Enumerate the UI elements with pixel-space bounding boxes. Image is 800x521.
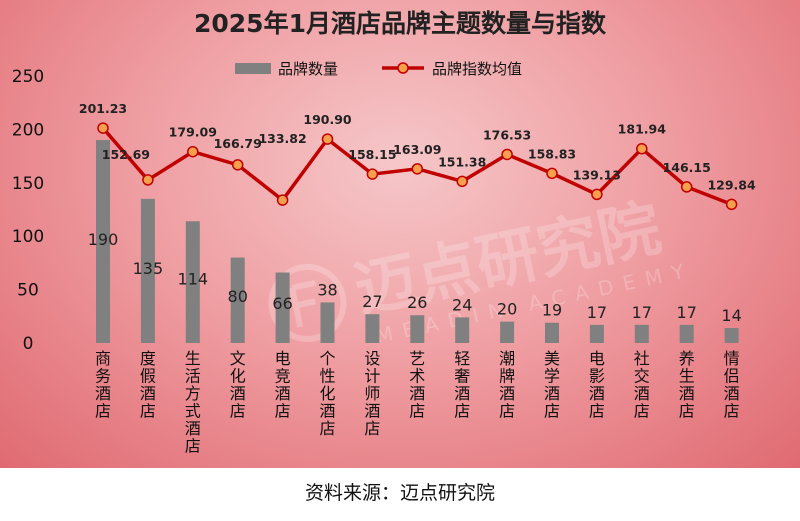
x-category-label: 设计师酒店 — [364, 349, 380, 438]
x-axis: 商务酒店 度假酒店 生活方式酒店 文化酒店 电竞酒店 个性化酒店 设计师酒店 艺术酒店 轻奢酒店… — [95, 349, 740, 456]
line-point — [411, 163, 424, 175]
chart-panel: 迈点研究院 MEADIN ACADEMY 2025年1月酒店品牌主题数量与指数 … — [0, 0, 800, 468]
bar-value-label: 14 — [721, 306, 741, 325]
line-point — [456, 175, 468, 188]
y-tick-label: 50 — [17, 281, 39, 301]
line-point — [680, 181, 693, 193]
line-point — [591, 188, 603, 201]
bar — [185, 221, 200, 343]
line-point — [546, 167, 558, 180]
y-axis: 0 50 100 150 200 250 — [12, 67, 44, 354]
line-value-label: 151.38 — [438, 154, 486, 169]
x-category-label: 商务酒店 — [95, 349, 111, 421]
x-category-label: 电竞酒店 — [275, 349, 291, 421]
x-category-label: 文化酒店 — [230, 349, 246, 421]
line-point — [231, 159, 244, 171]
legend: 品牌数量 品牌指数均值 — [235, 60, 522, 78]
line-value-label: 158.83 — [528, 146, 576, 161]
line-value-label: 201.23 — [79, 101, 127, 116]
y-tick-label: 150 — [12, 174, 44, 194]
x-category-label: 养生酒店 — [679, 349, 695, 421]
line-value-label: 133.82 — [258, 131, 306, 146]
line-value-label: 163.09 — [393, 142, 441, 157]
bar-value-label: 66 — [272, 294, 292, 313]
bar — [500, 321, 515, 343]
legend-line-label: 品牌指数均值 — [432, 60, 522, 78]
y-tick-label: 200 — [12, 120, 44, 140]
x-category-label: 潮牌酒店 — [499, 349, 515, 421]
bar — [320, 302, 335, 343]
line-point — [725, 198, 738, 211]
line-value-label: 181.94 — [618, 122, 667, 137]
bar-value-label: 17 — [677, 303, 697, 322]
x-category-label: 情侣酒店 — [724, 349, 740, 421]
chart-title: 2025年1月酒店品牌主题数量与指数 — [194, 9, 607, 38]
x-category-label: 艺术酒店 — [409, 349, 425, 421]
bar — [275, 272, 290, 343]
bar-value-label: 24 — [452, 295, 472, 314]
line-series — [97, 122, 738, 211]
x-category-label: 电影酒店 — [589, 349, 605, 421]
bar-value-label: 17 — [587, 303, 607, 322]
bar-value-label: 27 — [362, 292, 382, 311]
bar — [724, 328, 739, 343]
line-value-label: 158.15 — [348, 147, 396, 162]
line-point — [276, 194, 289, 206]
line-value-label: 146.15 — [663, 160, 711, 175]
line-point — [187, 145, 199, 158]
bar — [365, 314, 380, 343]
line-point — [142, 174, 154, 186]
x-category-label: 轻奢酒店 — [454, 349, 470, 421]
line-value-label: 129.84 — [707, 177, 756, 192]
x-category-label: 生活方式酒店 — [185, 349, 201, 456]
y-tick-label: 0 — [23, 334, 34, 354]
bar-value-label: 20 — [497, 300, 517, 319]
legend-line-marker — [397, 62, 409, 74]
bar — [634, 324, 649, 343]
bar — [455, 317, 470, 343]
bar-labels: 190 135 114 80 66 38 27 26 24 20 19 17 17 17 14 — [88, 230, 742, 325]
bar-value-label: 80 — [228, 287, 248, 306]
x-category-label: 度假酒店 — [140, 349, 156, 421]
bar-value-label: 38 — [317, 280, 337, 299]
legend-bar-swatch — [235, 63, 271, 74]
bar — [96, 140, 110, 343]
x-category-label: 美学酒店 — [544, 349, 560, 421]
y-tick-label: 250 — [12, 67, 44, 87]
line-point — [501, 148, 513, 161]
bar — [230, 257, 245, 343]
chart-svg: 迈点研究院 MEADIN ACADEMY 2025年1月酒店品牌主题数量与指数 … — [12, 9, 756, 456]
line-point — [97, 122, 109, 134]
bar-value-label: 114 — [178, 270, 209, 289]
line-point — [636, 142, 648, 155]
line-value-label: 190.90 — [303, 112, 352, 127]
line-value-label: 139.13 — [573, 167, 621, 182]
y-tick-label: 100 — [12, 227, 44, 247]
bar — [545, 322, 559, 343]
bar — [589, 324, 604, 343]
bars — [96, 140, 739, 343]
bar — [679, 324, 694, 343]
bar-value-label: 17 — [632, 303, 652, 322]
legend-bar-label: 品牌数量 — [278, 60, 338, 78]
line-value-label: 152.69 — [102, 147, 150, 162]
line-value-label: 179.09 — [169, 125, 217, 140]
x-category-label: 社交酒店 — [634, 349, 650, 421]
bar — [410, 315, 425, 343]
line-value-label: 176.53 — [483, 127, 531, 142]
line-value-label: 166.79 — [214, 136, 262, 151]
bar-value-label: 135 — [133, 259, 164, 278]
bar-value-label: 26 — [407, 293, 427, 312]
source-note: 资料来源：迈点研究院 — [304, 482, 495, 504]
x-category-label: 个性化酒店 — [319, 349, 335, 438]
line-point — [366, 168, 379, 180]
line-point — [321, 133, 334, 145]
bar-value-label: 19 — [542, 301, 562, 320]
bar-value-label: 190 — [88, 230, 119, 249]
bar — [140, 198, 155, 343]
